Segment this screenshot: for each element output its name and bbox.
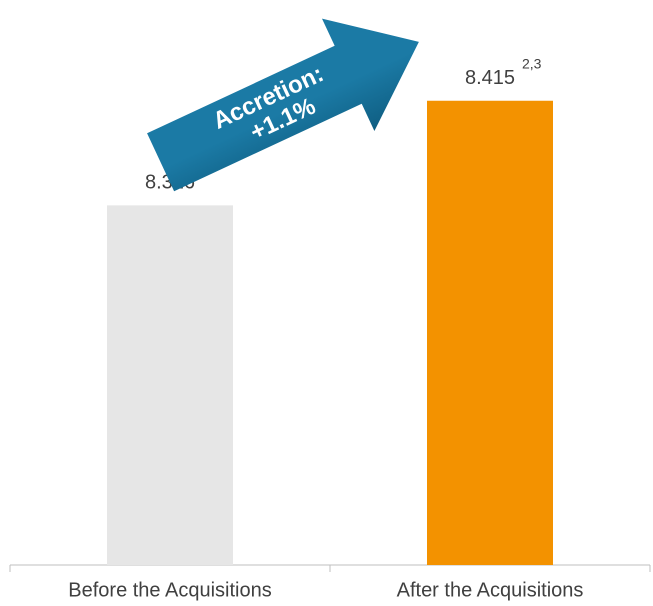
footnote: 2,3 (522, 55, 542, 71)
arrow-shape (147, 18, 419, 192)
value-label: 8.415 (465, 67, 515, 89)
x-tick-label: Before the Acquisitions (68, 579, 271, 601)
x-tick-label: After the Acquisitions (397, 579, 584, 601)
bar (107, 205, 233, 565)
bar (427, 100, 553, 565)
accretion-arrow: Accretion:+1.1% (147, 18, 419, 192)
